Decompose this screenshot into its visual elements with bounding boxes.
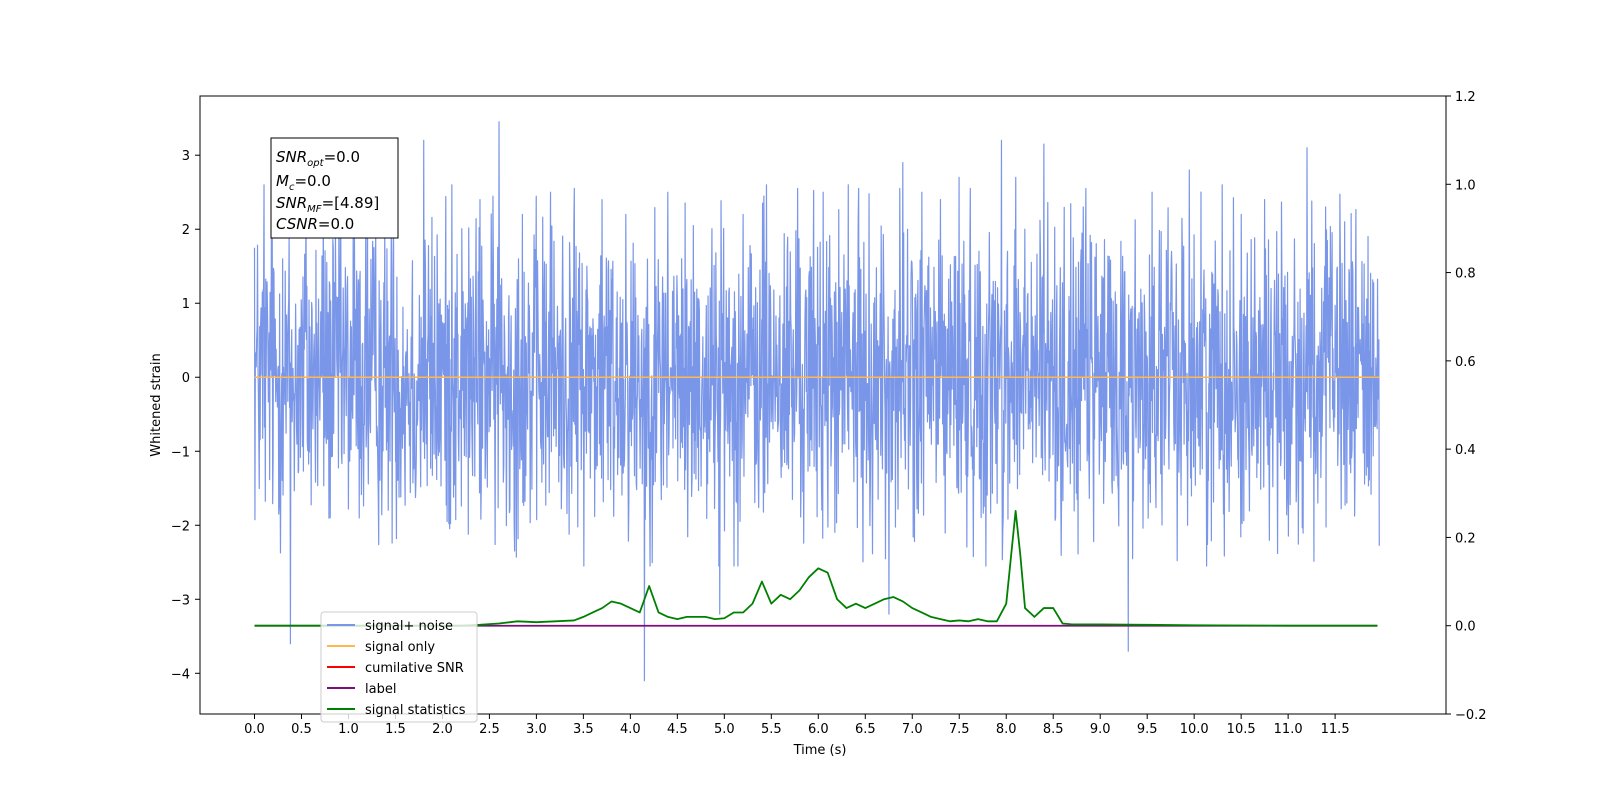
y-right-tick-label: 1.0 [1455, 178, 1476, 193]
legend-entry-signal-noise: signal+ noise [327, 619, 453, 634]
x-tick-label: 1.0 [338, 722, 359, 737]
y-left-tick-label: 2 [182, 223, 190, 238]
y-left-tick-label: −4 [171, 667, 190, 682]
y-left-tick-label: 1 [182, 297, 190, 312]
x-tick-label: 11.0 [1274, 722, 1303, 737]
x-tick-label: 9.5 [1137, 722, 1158, 737]
y-right-tick-label: 0.6 [1455, 355, 1476, 370]
x-tick-label: 8.0 [996, 722, 1017, 737]
x-tick-label: 5.0 [714, 722, 735, 737]
legend-entry-signal-statistics: signal statistics [327, 703, 466, 718]
x-tick-label: 7.5 [949, 722, 970, 737]
y-axis-label: Whitened strain [149, 353, 164, 456]
x-tick-label: 2.5 [479, 722, 500, 737]
y-right-tick-label: 0.0 [1455, 620, 1476, 635]
x-tick-label: 8.5 [1043, 722, 1064, 737]
x-tick-label: 1.5 [385, 722, 406, 737]
x-tick-label: 3.5 [573, 722, 594, 737]
annotation-snr-opt: SNRopt=0.0 [276, 148, 360, 169]
annotation-box: SNRopt=0.0 Mc=0.0 SNRMF=[4.89] CSNR=0.0 [270, 137, 399, 239]
annotation-snr-mf: SNRMF=[4.89] [276, 194, 379, 215]
series-signal-statistics [254, 510, 1378, 627]
x-tick-label: 0.0 [244, 722, 265, 737]
y-right-tick-label: 0.4 [1455, 443, 1476, 458]
x-tick-label: 6.5 [855, 722, 876, 737]
y-axis-left: −4 −3 −2 −1 0 1 2 3 [171, 149, 200, 682]
x-tick-label: 3.0 [526, 722, 547, 737]
plot-frame [199, 95, 1447, 715]
series-signal-noise [253, 121, 1380, 682]
x-tick-label: 10.0 [1180, 722, 1209, 737]
annotation-csnr: CSNR=0.0 [276, 215, 354, 233]
y-left-tick-label: −3 [171, 593, 190, 608]
legend-entry-signal-only: signal only [327, 640, 435, 655]
legend-label-label: label [365, 682, 396, 697]
y-right-tick-label: 0.8 [1455, 267, 1476, 282]
x-tick-label: 11.5 [1321, 722, 1350, 737]
legend-label-cumilative-snr: cumilative SNR [365, 661, 464, 676]
y-left-tick-label: −2 [171, 519, 190, 534]
y-left-tick-label: 3 [182, 149, 190, 164]
y-right-tick-label: 1.2 [1455, 90, 1476, 105]
legend-entry-cumilative-snr: cumilative SNR [327, 661, 464, 676]
legend-entry-label: label [327, 682, 396, 697]
x-tick-label: 7.0 [902, 722, 923, 737]
series-layer [253, 121, 1380, 682]
x-tick-label: 4.5 [667, 722, 688, 737]
x-tick-label: 9.0 [1090, 722, 1111, 737]
x-axis: 0.0 0.5 1.0 1.5 2.0 2.5 3.0 3.5 4.0 4.5 5.0 5.5 6.0 6… [244, 714, 1350, 737]
legend: signal+ noise signal only cumilative SNR… [320, 611, 478, 723]
x-tick-label: 6.0 [808, 722, 829, 737]
x-tick-label: 10.5 [1227, 722, 1256, 737]
annotation-mc: Mc=0.0 [276, 172, 331, 193]
y-left-tick-label: 0 [182, 371, 190, 386]
legend-label-signal-statistics: signal statistics [365, 703, 466, 718]
x-tick-label: 5.5 [761, 722, 782, 737]
x-tick-label: 2.0 [432, 722, 453, 737]
y-left-tick-label: −1 [171, 445, 190, 460]
x-tick-label: 0.5 [291, 722, 312, 737]
legend-label-signal-only: signal only [365, 640, 435, 655]
x-tick-label: 4.0 [620, 722, 641, 737]
y-axis-right: −0.2 0.0 0.2 0.4 0.6 0.8 1.0 1.2 [1446, 90, 1487, 723]
y-right-tick-label: −0.2 [1455, 708, 1487, 723]
x-axis-label: Time (s) [793, 743, 847, 758]
legend-label-signal-noise: signal+ noise [365, 619, 453, 634]
y-right-tick-label: 0.2 [1455, 531, 1476, 546]
